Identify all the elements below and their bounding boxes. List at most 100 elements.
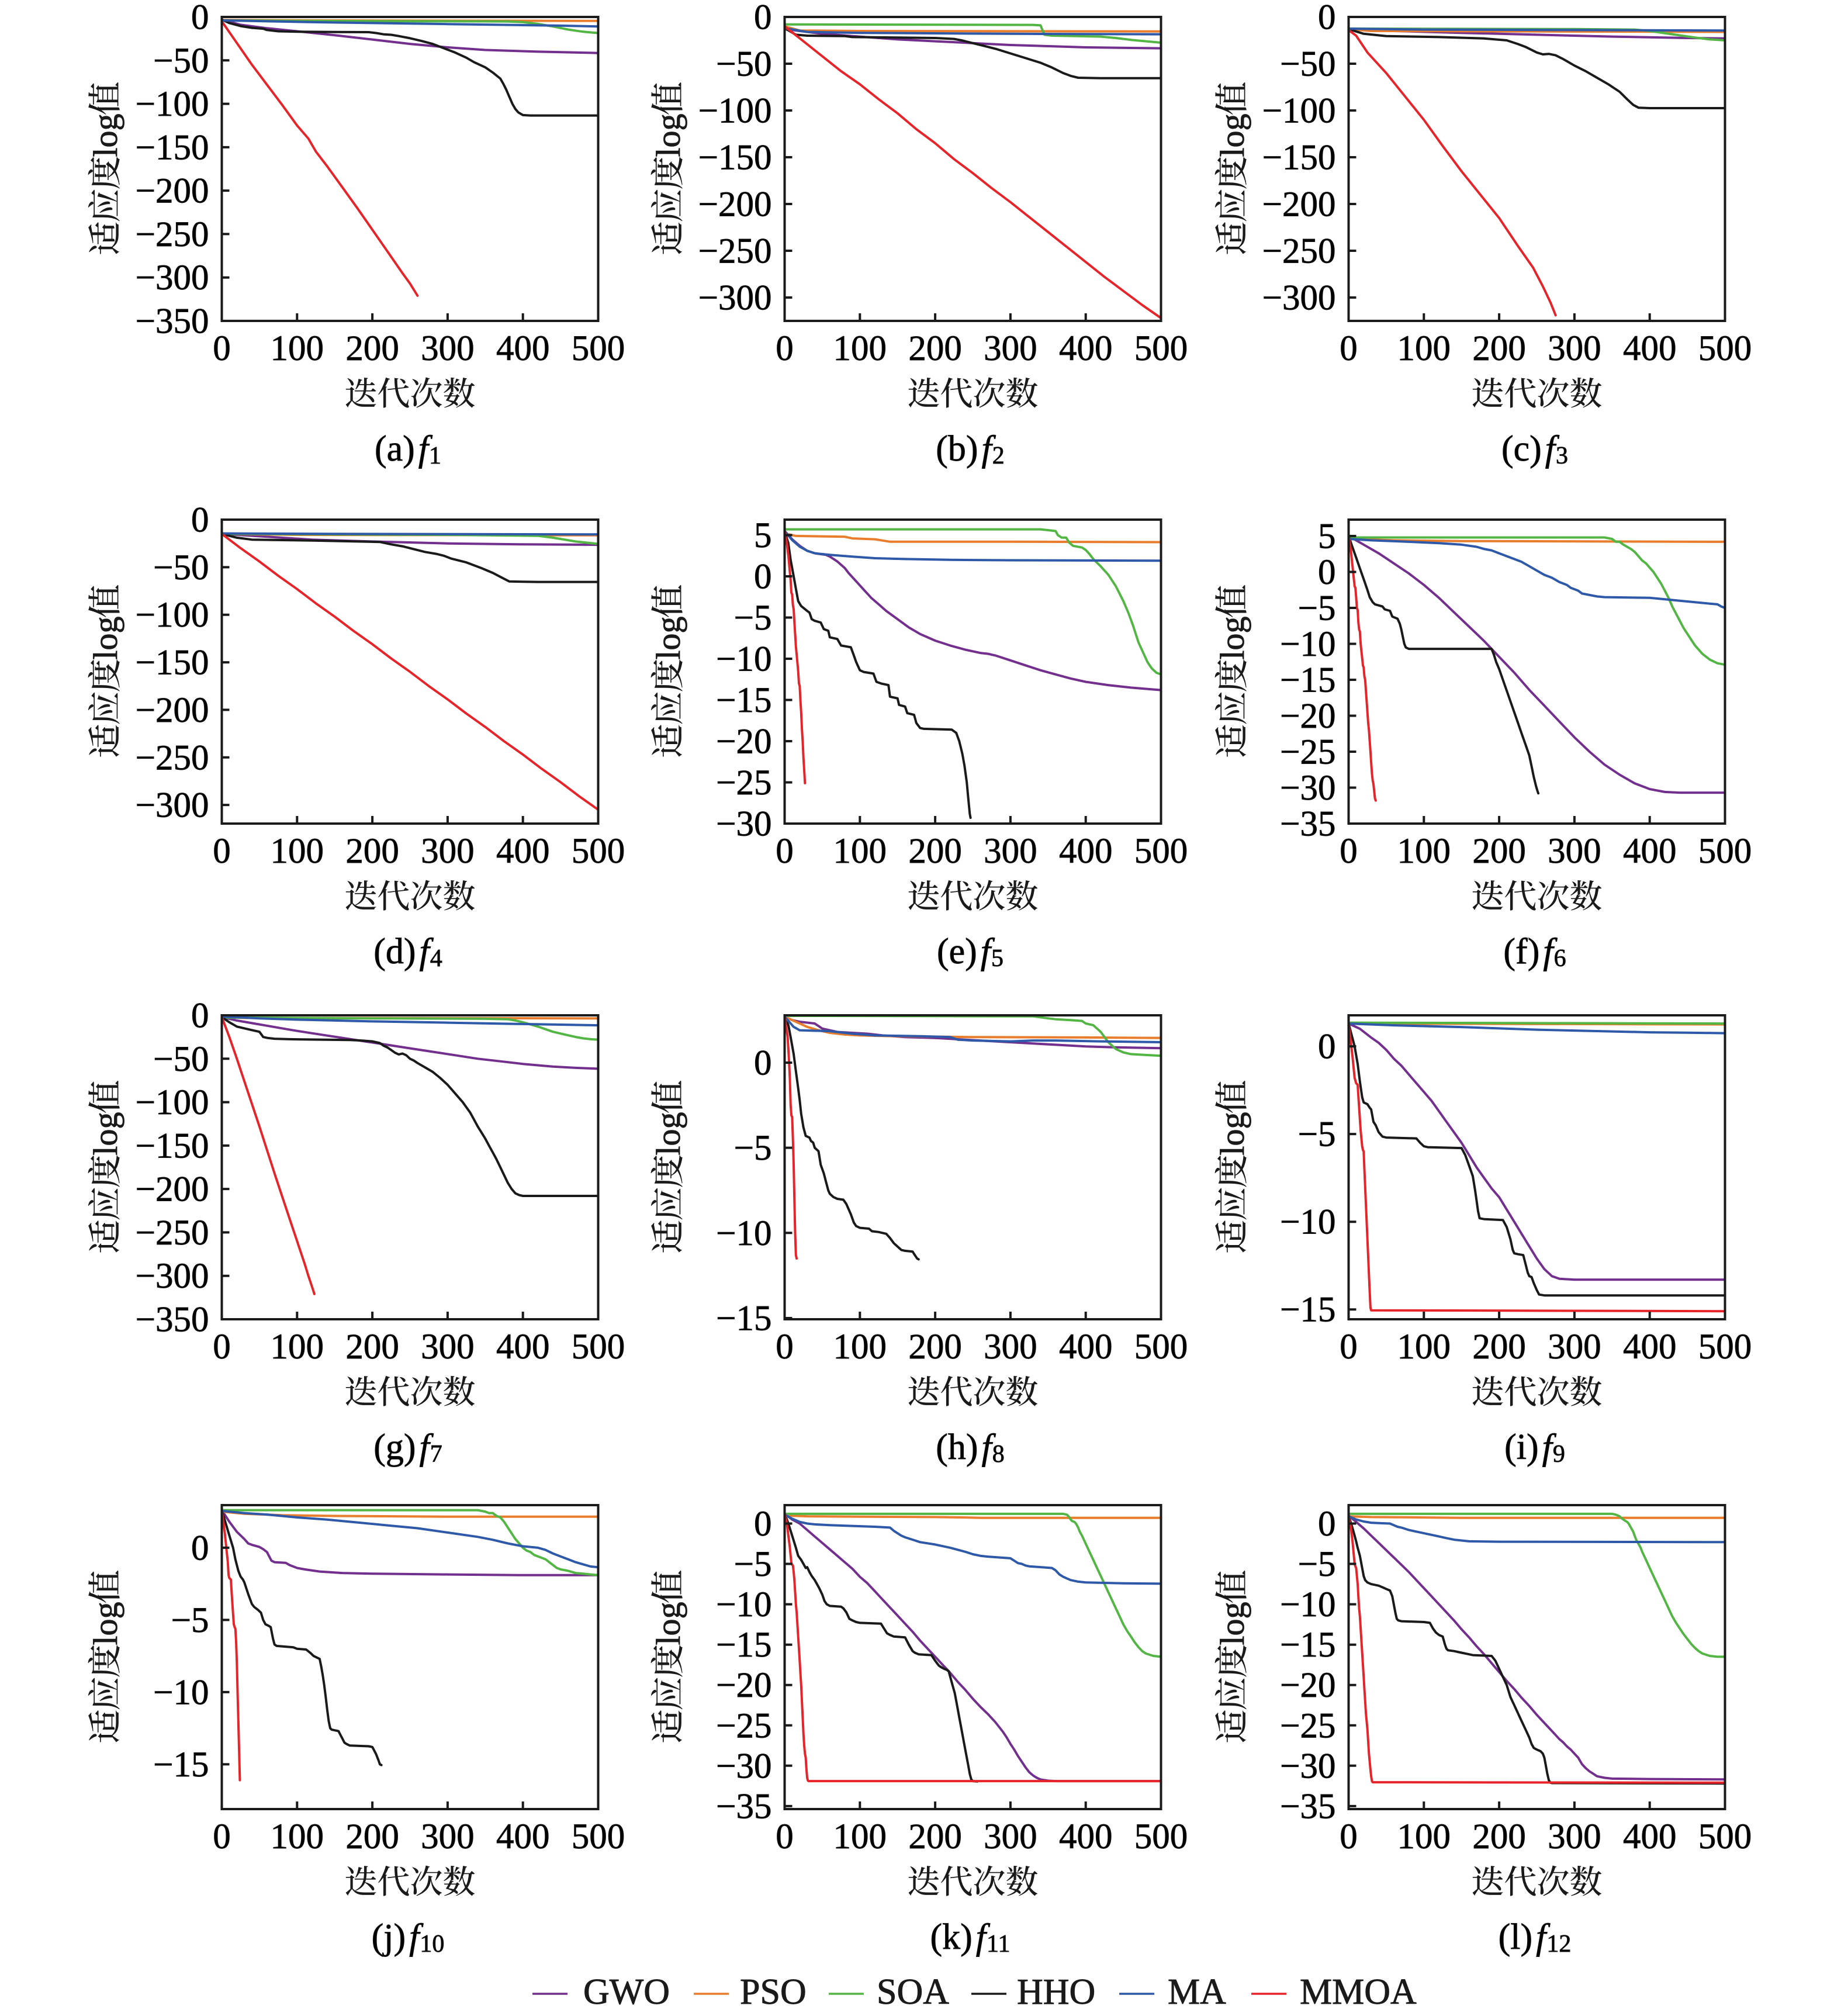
svg-text:−30: −30 [716,1747,771,1786]
svg-text:5: 5 [754,516,772,555]
svg-text:−100: −100 [136,85,209,124]
svg-text:100: 100 [271,832,324,871]
svg-text:−200: −200 [698,185,772,224]
svg-text:0: 0 [754,1505,772,1544]
svg-text:400: 400 [496,832,550,871]
svg-text:100: 100 [271,1817,324,1856]
svg-text:−300: −300 [136,1257,209,1296]
svg-text:100: 100 [1397,329,1451,368]
svg-text:0: 0 [1318,1028,1336,1067]
svg-text:−150: −150 [698,139,772,178]
svg-text:−5: −5 [1298,1115,1336,1154]
svg-text:−10: −10 [716,1214,771,1253]
svg-text:−50: −50 [153,1040,209,1079]
svg-text:400: 400 [1623,1817,1677,1856]
svg-text:0: 0 [754,0,772,37]
svg-text:−15: −15 [1280,1291,1335,1330]
svg-text:−25: −25 [1280,1706,1335,1745]
svg-text:−300: −300 [698,279,772,318]
svg-text:400: 400 [496,1817,550,1856]
svg-text:400: 400 [496,329,550,368]
svg-text:−10: −10 [1280,625,1335,664]
svg-text:−300: −300 [136,786,209,825]
svg-text:300: 300 [1548,1817,1601,1856]
svg-text:400: 400 [1623,329,1677,368]
svg-text:−5: −5 [734,1545,772,1584]
svg-text:−20: −20 [1280,1666,1335,1705]
svg-text:0: 0 [191,501,209,540]
svg-text:−10: −10 [716,1585,771,1624]
svg-text:0: 0 [754,1044,772,1083]
svg-text:−50: −50 [153,42,209,81]
svg-text:200: 200 [345,832,399,871]
svg-text:500: 500 [572,329,625,368]
svg-text:−25: −25 [716,1706,771,1745]
svg-text:0: 0 [213,329,231,368]
svg-text:−250: −250 [698,232,772,271]
svg-text:300: 300 [421,1327,475,1367]
svg-text:100: 100 [833,1817,887,1856]
svg-text:−100: −100 [136,1083,209,1122]
svg-text:500: 500 [1698,1327,1752,1367]
svg-text:100: 100 [1397,832,1451,871]
svg-text:300: 300 [1548,1327,1601,1367]
svg-text:200: 200 [908,1817,962,1856]
svg-text:−200: −200 [1262,185,1336,224]
svg-text:400: 400 [1059,1817,1113,1856]
svg-text:0: 0 [1340,329,1358,368]
svg-text:SOA: SOA [877,1972,949,2012]
svg-text:−150: −150 [136,644,209,683]
svg-text:−50: −50 [1280,45,1335,84]
svg-text:0: 0 [1340,1327,1358,1367]
svg-text:0: 0 [213,832,231,871]
svg-text:200: 200 [1472,1327,1526,1367]
svg-text:200: 200 [1472,1817,1526,1856]
svg-text:−10: −10 [153,1673,209,1712]
svg-text:400: 400 [1623,1327,1677,1367]
svg-text:300: 300 [1548,832,1601,871]
svg-text:−15: −15 [716,681,771,720]
svg-text:−350: −350 [136,302,209,341]
svg-text:−150: −150 [1262,139,1336,178]
svg-text:−300: −300 [136,258,209,298]
svg-text:−5: −5 [171,1601,209,1640]
svg-text:200: 200 [345,329,399,368]
svg-text:−30: −30 [1280,769,1335,808]
svg-text:0: 0 [1318,1505,1336,1544]
svg-text:−35: −35 [1280,1787,1335,1826]
svg-text:400: 400 [1059,329,1113,368]
svg-text:0: 0 [1340,832,1358,871]
svg-text:500: 500 [1698,1817,1752,1856]
svg-text:−10: −10 [1280,1203,1335,1242]
svg-text:500: 500 [572,832,625,871]
svg-text:−200: −200 [136,1170,209,1209]
svg-text:PSO: PSO [740,1972,807,2012]
svg-text:−250: −250 [136,738,209,777]
svg-text:HHO: HHO [1017,1972,1095,2012]
svg-text:−15: −15 [716,1299,771,1339]
svg-text:−10: −10 [1280,1585,1335,1624]
svg-text:−200: −200 [136,172,209,211]
svg-text:100: 100 [271,329,324,368]
svg-text:100: 100 [271,1327,324,1367]
svg-text:200: 200 [1472,832,1526,871]
svg-text:−100: −100 [136,596,209,635]
svg-text:0: 0 [1318,0,1336,37]
svg-text:−35: −35 [1280,805,1335,844]
svg-text:200: 200 [908,1327,962,1367]
svg-text:500: 500 [1134,329,1188,368]
svg-text:300: 300 [421,832,475,871]
svg-text:(c)f3: (c)f3 [1501,429,1568,469]
svg-text:500: 500 [1134,1327,1188,1367]
svg-text:200: 200 [1472,329,1526,368]
svg-text:−50: −50 [716,45,771,84]
svg-text:5: 5 [1318,517,1336,556]
svg-text:300: 300 [984,1817,1037,1856]
svg-text:MA: MA [1168,1972,1226,2012]
svg-text:300: 300 [984,832,1037,871]
svg-text:400: 400 [1059,1327,1113,1367]
svg-text:0: 0 [776,1327,794,1367]
svg-text:0: 0 [191,997,209,1036]
svg-text:0: 0 [1340,1817,1358,1856]
svg-text:−250: −250 [136,1213,209,1253]
